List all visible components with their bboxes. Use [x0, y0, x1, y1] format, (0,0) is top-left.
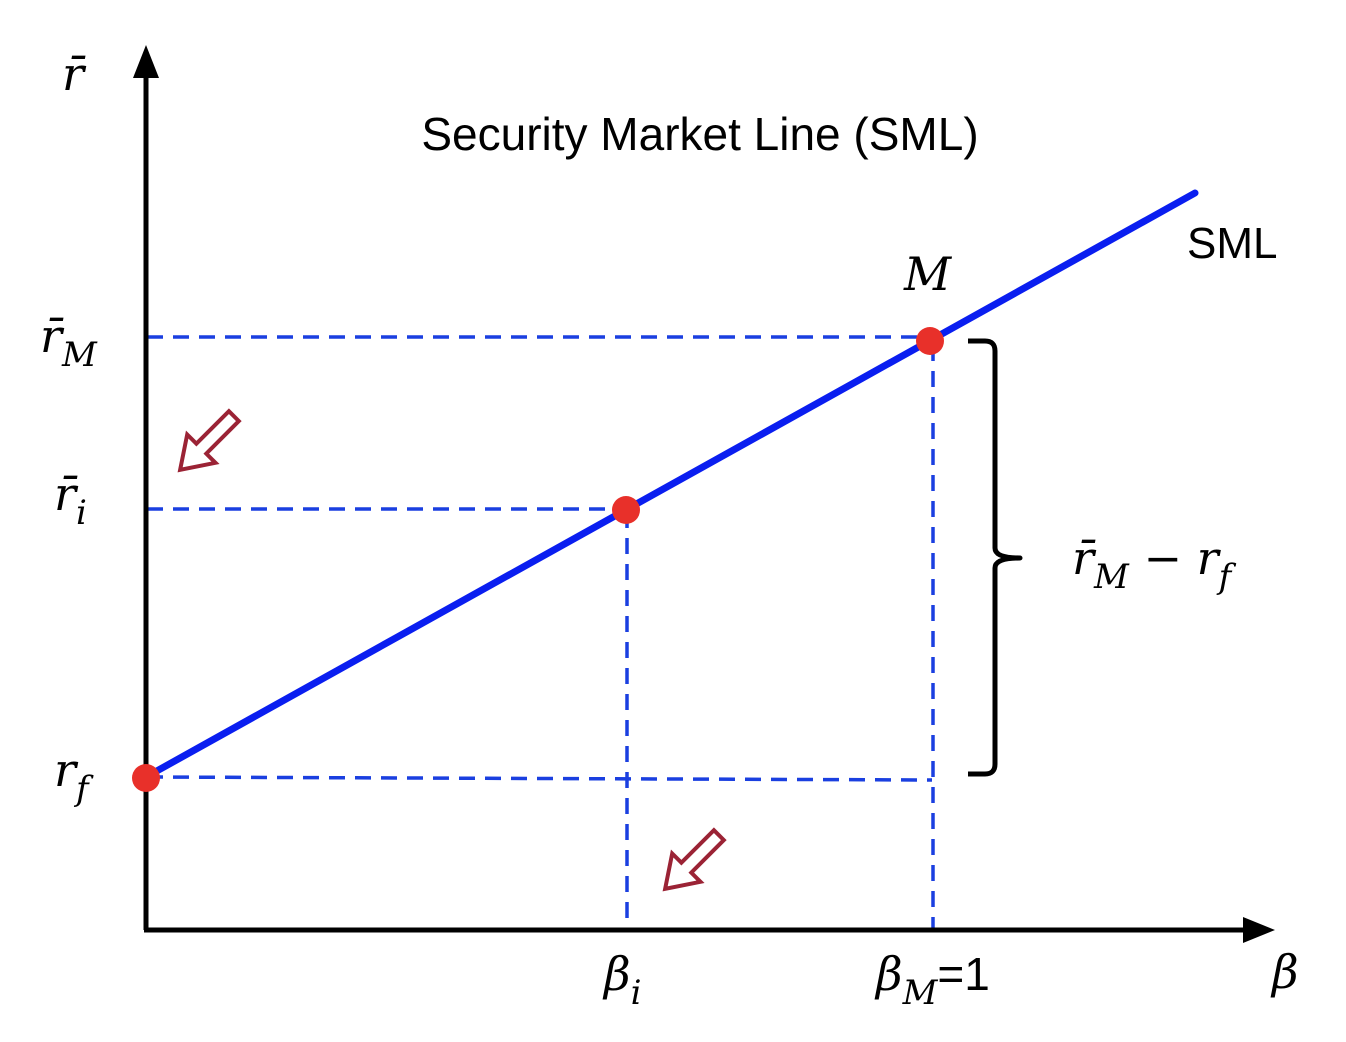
- x-axis-label: β: [1270, 945, 1299, 999]
- guide-rf-horizontal: [146, 775, 933, 782]
- point-M: [916, 327, 944, 355]
- sml-line: [142, 189, 1199, 781]
- hollow-arrow-icon: [662, 827, 727, 892]
- point-i: [612, 496, 640, 524]
- hollow-arrow-icon: [177, 408, 242, 473]
- x-axis-arrowhead: [1243, 917, 1275, 943]
- y-axis-arrowhead: [133, 45, 159, 78]
- tick-label-r-f: rf: [54, 743, 94, 809]
- point-rf: [132, 764, 160, 792]
- tick-label-beta-i: βi: [602, 947, 641, 1013]
- sml-line-label: SML: [1187, 219, 1277, 268]
- axes: [133, 45, 1275, 943]
- point-label-M: M: [903, 247, 953, 301]
- excess-return-bracket: [968, 338, 1023, 777]
- tick-label-r-i: r̄i: [54, 467, 87, 533]
- guide-lines: [146, 335, 935, 930]
- bracket-label: r̄M − rf: [1072, 531, 1237, 597]
- diagram-title: Security Market Line (SML): [421, 108, 978, 160]
- tick-label-r-M: r̄M: [40, 309, 98, 375]
- tick-label-beta-M: βM=1: [874, 947, 990, 1013]
- y-axis-label: r̄: [62, 47, 87, 101]
- points: [132, 327, 944, 792]
- arrows: [177, 408, 727, 892]
